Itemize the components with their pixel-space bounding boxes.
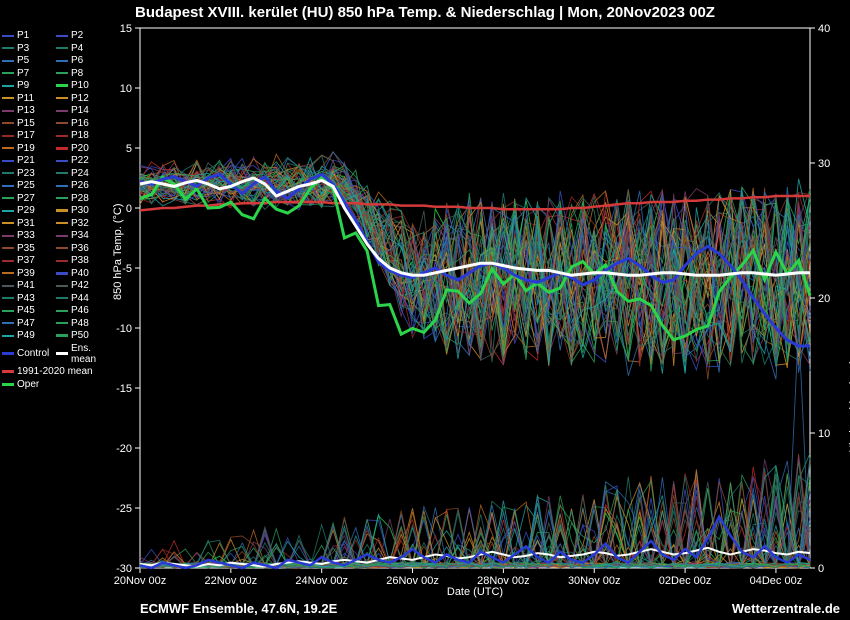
legend-item-p33: P33 xyxy=(2,230,46,241)
svg-text:-10: -10 xyxy=(116,323,132,335)
legend-item-p4: P4 xyxy=(56,43,100,54)
legend-item-p1: P1 xyxy=(2,30,46,41)
legend-item-p19: P19 xyxy=(2,143,46,154)
legend-item-p12: P12 xyxy=(56,93,100,104)
legend-item-p30: P30 xyxy=(56,205,100,216)
svg-text:40: 40 xyxy=(818,23,830,35)
legend-item-p36: P36 xyxy=(56,243,100,254)
legend-item-p9: P9 xyxy=(2,80,46,91)
legend: P1P2P3P4P5P6P7P8P9P10P11P12P13P14P15P16P… xyxy=(2,30,102,391)
chart-frame: Budapest XVIII. kerület (HU) 850 hPa Tem… xyxy=(0,0,850,620)
legend-item-p23: P23 xyxy=(2,168,46,179)
legend-item-p31: P31 xyxy=(2,218,46,229)
chart-svg: -30-25-20-15-10-505101501020304020Nov 00… xyxy=(140,28,810,568)
legend-item-p38: P38 xyxy=(56,255,100,266)
legend-item-p6: P6 xyxy=(56,55,100,66)
svg-text:10: 10 xyxy=(818,428,830,440)
legend-item-ens-mean: Ens. mean xyxy=(56,343,100,365)
legend-item-p32: P32 xyxy=(56,218,100,229)
svg-text:-30: -30 xyxy=(116,563,132,575)
legend-item-p35: P35 xyxy=(2,243,46,254)
svg-text:-20: -20 xyxy=(116,443,132,455)
legend-item-p50: P50 xyxy=(56,330,100,341)
legend-item-p43: P43 xyxy=(2,293,46,304)
svg-text:5: 5 xyxy=(126,143,132,155)
legend-item-p5: P5 xyxy=(2,55,46,66)
legend-item-p40: P40 xyxy=(56,268,100,279)
legend-item-p8: P8 xyxy=(56,68,100,79)
legend-item-p21: P21 xyxy=(2,155,46,166)
svg-text:-5: -5 xyxy=(122,263,132,275)
legend-item-p24: P24 xyxy=(56,168,100,179)
legend-item-p10: P10 xyxy=(56,80,100,91)
legend-item-p47: P47 xyxy=(2,318,46,329)
svg-text:0: 0 xyxy=(818,563,824,575)
legend-item-oper: Oper xyxy=(2,379,102,390)
legend-item-p14: P14 xyxy=(56,105,100,116)
svg-text:-25: -25 xyxy=(116,503,132,515)
svg-text:10: 10 xyxy=(120,83,132,95)
legend-item-p20: P20 xyxy=(56,143,100,154)
legend-item-p45: P45 xyxy=(2,305,46,316)
legend-item-p39: P39 xyxy=(2,268,46,279)
legend-item-p13: P13 xyxy=(2,105,46,116)
legend-item-p44: P44 xyxy=(56,293,100,304)
legend-item-p41: P41 xyxy=(2,280,46,291)
legend-item-p7: P7 xyxy=(2,68,46,79)
svg-text:-15: -15 xyxy=(116,383,132,395)
legend-item-p27: P27 xyxy=(2,193,46,204)
legend-item-p2: P2 xyxy=(56,30,100,41)
plot-area: -30-25-20-15-10-505101501020304020Nov 00… xyxy=(140,28,810,568)
legend-item-p46: P46 xyxy=(56,305,100,316)
svg-text:20: 20 xyxy=(818,293,830,305)
legend-item-p16: P16 xyxy=(56,118,100,129)
legend-item-p17: P17 xyxy=(2,130,46,141)
svg-text:15: 15 xyxy=(120,23,132,35)
legend-item-p15: P15 xyxy=(2,118,46,129)
legend-item-p42: P42 xyxy=(56,280,100,291)
legend-item-p28: P28 xyxy=(56,193,100,204)
y-axis-left-label: 850 hPa Temp. (°C) xyxy=(112,203,124,300)
legend-item-p26: P26 xyxy=(56,180,100,191)
legend-item-p29: P29 xyxy=(2,205,46,216)
x-axis-label: Date (UTC) xyxy=(140,586,810,598)
legend-item-p25: P25 xyxy=(2,180,46,191)
svg-text:30: 30 xyxy=(818,158,830,170)
legend-item-p34: P34 xyxy=(56,230,100,241)
legend-item-p49: P49 xyxy=(2,330,46,341)
legend-item-p11: P11 xyxy=(2,93,46,104)
legend-item-p18: P18 xyxy=(56,130,100,141)
legend-item-p48: P48 xyxy=(56,318,100,329)
legend-item-p22: P22 xyxy=(56,155,100,166)
legend-item-p37: P37 xyxy=(2,255,46,266)
svg-text:0: 0 xyxy=(126,203,132,215)
chart-title: Budapest XVIII. kerület (HU) 850 hPa Tem… xyxy=(0,4,850,21)
footer-left: ECMWF Ensemble, 47.6N, 19.2E xyxy=(140,601,337,616)
legend-item-control: Control xyxy=(2,343,46,365)
legend-item-p3: P3 xyxy=(2,43,46,54)
footer-right: Wetterzentrale.de xyxy=(732,601,840,616)
legend-item-1991-2020-mean: 1991-2020 mean xyxy=(2,366,102,377)
